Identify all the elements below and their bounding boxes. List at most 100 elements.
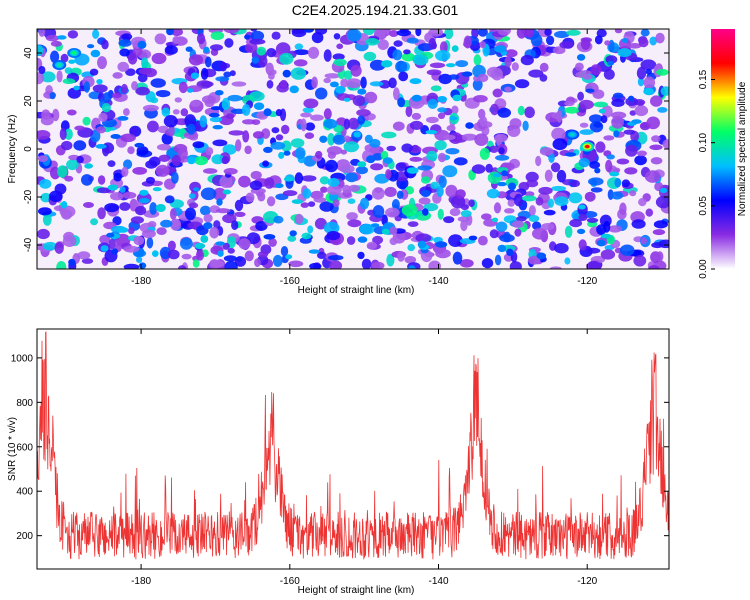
heatmap-cell	[249, 180, 263, 191]
heatmap-cell	[406, 37, 419, 44]
heatmap-cell	[346, 78, 362, 88]
heatmap-cell	[393, 87, 400, 101]
heatmap-cell	[532, 227, 548, 240]
heatmap-cell	[551, 127, 566, 141]
heatmap-peak	[71, 51, 77, 55]
snr-y-axis-label: SNR (10 * v/v)	[7, 417, 18, 481]
heatmap-cell	[223, 168, 238, 175]
heatmap-cell	[427, 98, 438, 109]
heatmap-cell	[61, 201, 68, 209]
heatmap-cell	[569, 219, 583, 228]
heatmap-cell	[107, 184, 119, 191]
heatmap-cell	[135, 205, 147, 216]
heatmap-cell	[66, 109, 77, 116]
colorbar-ticks: 0.00 0.05 0.10 0.15	[698, 69, 715, 279]
heatmap-cell	[141, 229, 156, 239]
heatmap-cell	[578, 214, 588, 221]
heatmap-cell	[104, 203, 120, 213]
heatmap-cell	[172, 36, 180, 45]
heatmap-cell	[249, 38, 266, 45]
heatmap-cell	[611, 98, 625, 107]
heatmap-cell	[451, 45, 459, 52]
heatmap-cell	[315, 29, 328, 35]
heatmap-cell	[516, 29, 527, 39]
heatmap-cell	[494, 254, 502, 266]
heatmap-cell	[546, 35, 555, 46]
heatmap-cell	[495, 154, 510, 161]
heatmap-cell	[208, 112, 220, 118]
heatmap-cell	[270, 141, 286, 150]
heatmap-cell	[201, 95, 216, 104]
heatmap-cell	[142, 104, 159, 112]
heatmap-cell	[281, 124, 290, 135]
heatmap-cell	[192, 141, 205, 149]
heatmap-cell	[37, 155, 49, 163]
x-tick-label: -160	[280, 576, 300, 587]
heatmap-cell	[356, 109, 371, 117]
heatmap-cell	[129, 127, 138, 135]
heatmap-cell	[99, 234, 111, 245]
heatmap-cell	[60, 140, 73, 151]
heatmap-cell	[130, 216, 144, 224]
heatmap-cell	[283, 176, 294, 182]
heatmap-cell	[397, 251, 405, 262]
heatmap-cell	[493, 202, 502, 214]
heatmap-cell	[407, 221, 419, 228]
heatmap-cell	[251, 56, 260, 64]
heatmap-cell	[223, 71, 232, 78]
heatmap-cell	[473, 95, 488, 103]
heatmap-cell	[254, 258, 261, 267]
heatmap-cell	[193, 187, 200, 192]
heatmap-cell	[564, 257, 571, 265]
heatmap-cell	[554, 196, 569, 207]
heatmap-cell	[324, 73, 341, 79]
heatmap-cell	[231, 220, 239, 231]
heatmap-cell	[83, 202, 94, 208]
heatmap-cell	[171, 154, 181, 167]
heatmap-cell	[273, 215, 284, 224]
heatmap-cell	[270, 69, 277, 75]
heatmap-cell	[145, 176, 156, 184]
heatmap-cell	[271, 31, 281, 40]
heatmap-cell	[168, 249, 180, 260]
heatmap-cell	[549, 266, 563, 269]
heatmap-cells	[37, 29, 669, 269]
heatmap-cell	[155, 204, 166, 212]
heatmap-cell	[227, 247, 235, 254]
heatmap-cell	[520, 54, 534, 66]
heatmap-cell	[449, 208, 461, 217]
heatmap-cell	[589, 161, 601, 169]
heatmap-cell	[616, 158, 630, 165]
heatmap-cell	[54, 242, 64, 254]
heatmap-cell	[477, 73, 489, 83]
heatmap-cell	[452, 94, 462, 102]
heatmap-cell	[235, 139, 242, 152]
heatmap-cell	[381, 228, 390, 235]
heatmap-cell	[92, 29, 100, 39]
heatmap-cell	[246, 232, 261, 245]
heatmap-cell	[525, 171, 539, 183]
heatmap-cell	[108, 238, 116, 250]
heatmap-cell	[147, 120, 159, 133]
heatmap-cell	[37, 228, 50, 240]
heatmap-cell	[314, 217, 327, 230]
heatmap-cell	[357, 236, 368, 243]
heatmap-cell	[128, 227, 135, 235]
heatmap-cell	[461, 71, 473, 77]
heatmap-cell	[365, 38, 380, 46]
heatmap-cell	[188, 202, 199, 209]
heatmap-cell	[293, 59, 308, 67]
heatmap-cell	[428, 260, 441, 269]
heatmap-cell	[212, 125, 223, 130]
heatmap-cell	[308, 201, 316, 207]
heatmap-cell	[435, 50, 451, 62]
heatmap-cell	[309, 262, 322, 269]
heatmap-cell	[564, 152, 577, 157]
heatmap-cell	[56, 261, 67, 269]
heatmap-cell	[396, 29, 412, 37]
heatmap-cell	[200, 67, 209, 80]
heatmap-cell	[311, 31, 324, 44]
heatmap-cell	[486, 188, 500, 199]
heatmap-cell	[163, 115, 178, 128]
heatmap-cell	[420, 176, 431, 184]
